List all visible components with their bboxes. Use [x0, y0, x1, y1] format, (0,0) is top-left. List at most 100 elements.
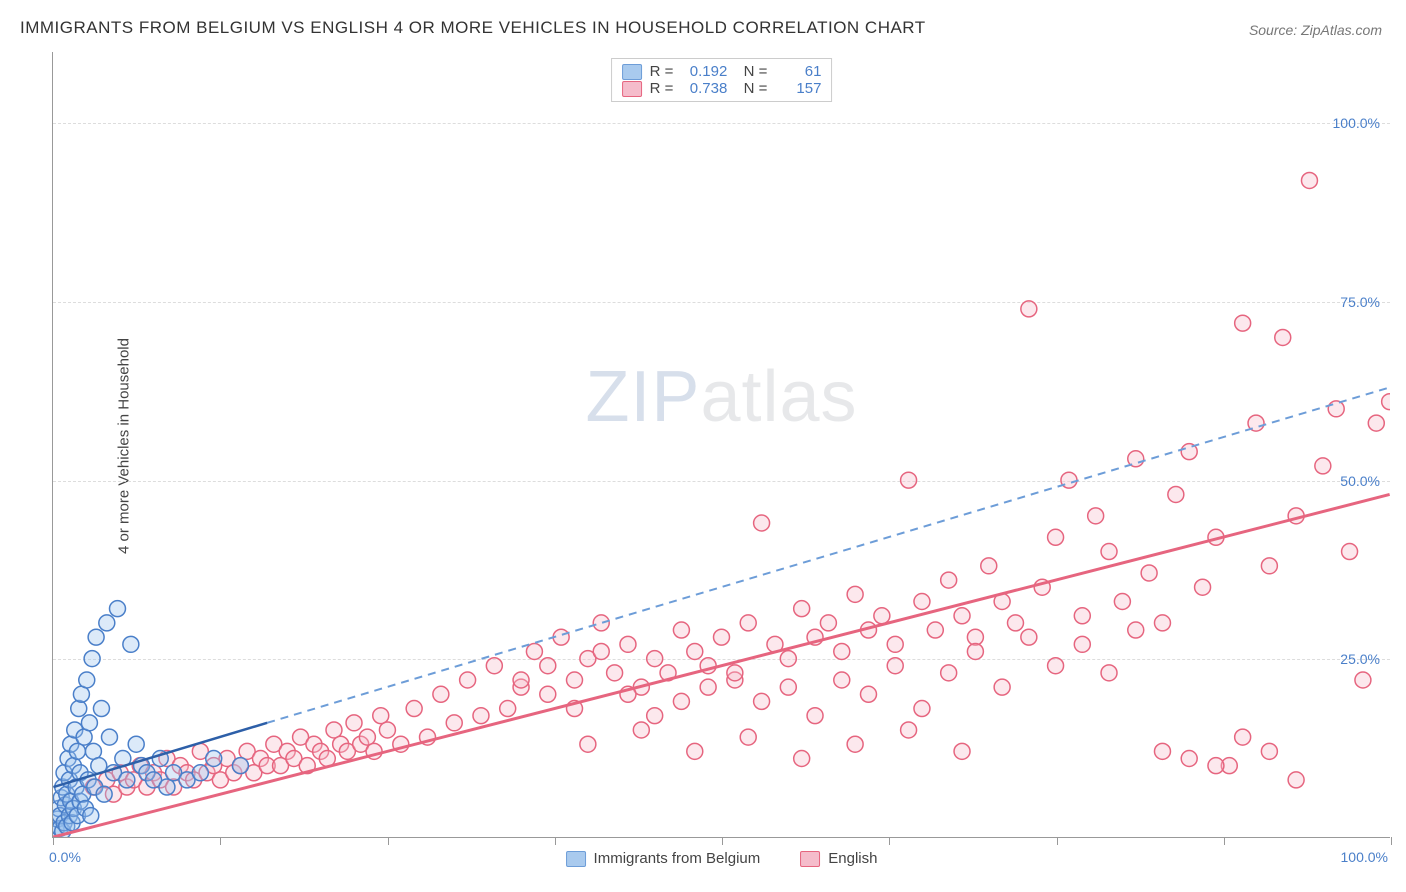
data-point — [1168, 486, 1184, 502]
data-point — [1275, 329, 1291, 345]
data-point — [159, 779, 175, 795]
data-point — [1382, 394, 1390, 410]
data-point — [954, 608, 970, 624]
data-point — [1301, 172, 1317, 188]
data-point — [128, 736, 144, 752]
data-point — [567, 672, 583, 688]
legend: Immigrants from Belgium English — [566, 850, 878, 867]
data-point — [359, 729, 375, 745]
data-point — [740, 729, 756, 745]
data-point — [1101, 544, 1117, 560]
data-point — [1195, 579, 1211, 595]
data-point — [406, 701, 422, 717]
data-point — [206, 751, 222, 767]
data-point — [1101, 665, 1117, 681]
x-tick — [53, 837, 54, 845]
data-point — [1141, 565, 1157, 581]
trend-line — [53, 494, 1389, 837]
chart-title: IMMIGRANTS FROM BELGIUM VS ENGLISH 4 OR … — [20, 18, 926, 38]
legend-label-belgium: Immigrants from Belgium — [594, 850, 761, 867]
stats-row-english: R =0.738 N =157 — [622, 80, 822, 97]
data-point — [526, 643, 542, 659]
data-point — [673, 622, 689, 638]
data-point — [123, 636, 139, 652]
data-point — [901, 722, 917, 738]
data-point — [914, 701, 930, 717]
swatch-english — [622, 81, 642, 97]
data-point — [580, 736, 596, 752]
data-point — [232, 758, 248, 774]
data-point — [927, 622, 943, 638]
x-axis-min-label: 0.0% — [49, 849, 81, 865]
data-point — [473, 708, 489, 724]
data-point — [500, 701, 516, 717]
source-citation: Source: ZipAtlas.com — [1249, 22, 1382, 38]
data-point — [1048, 658, 1064, 674]
data-point — [119, 772, 135, 788]
data-point — [607, 665, 623, 681]
data-point — [714, 629, 730, 645]
data-point — [901, 472, 917, 488]
data-point — [71, 701, 87, 717]
data-point — [1342, 544, 1358, 560]
data-point — [1261, 558, 1277, 574]
data-point — [620, 636, 636, 652]
data-point — [994, 679, 1010, 695]
data-point — [1074, 608, 1090, 624]
data-point — [834, 672, 850, 688]
data-point — [754, 515, 770, 531]
data-point — [1328, 401, 1344, 417]
data-point — [99, 615, 115, 631]
data-point — [967, 643, 983, 659]
data-point — [1368, 415, 1384, 431]
data-point — [847, 586, 863, 602]
data-point — [1114, 594, 1130, 610]
data-point — [794, 751, 810, 767]
data-point — [780, 651, 796, 667]
data-point — [486, 658, 502, 674]
stats-row-belgium: R =0.192 N =61 — [622, 63, 822, 80]
x-tick — [220, 837, 221, 845]
data-point — [633, 722, 649, 738]
data-point — [1154, 743, 1170, 759]
legend-swatch-english — [800, 851, 820, 867]
data-point — [687, 743, 703, 759]
x-tick — [889, 837, 890, 845]
data-point — [647, 708, 663, 724]
data-point — [914, 594, 930, 610]
data-point — [93, 701, 109, 717]
correlation-stats-box: R =0.192 N =61 R =0.738 N =157 — [611, 58, 833, 102]
legend-swatch-belgium — [566, 851, 586, 867]
data-point — [794, 601, 810, 617]
data-point — [1355, 672, 1371, 688]
trend-line-extrapolated — [267, 387, 1389, 722]
data-point — [887, 658, 903, 674]
plot-svg — [53, 52, 1390, 837]
data-point — [954, 743, 970, 759]
data-point — [861, 686, 877, 702]
data-point — [834, 643, 850, 659]
data-point — [101, 729, 117, 745]
data-point — [1021, 629, 1037, 645]
data-point — [1088, 508, 1104, 524]
legend-item-english: English — [800, 850, 877, 867]
data-point — [540, 686, 556, 702]
data-point — [446, 715, 462, 731]
data-point — [887, 636, 903, 652]
x-tick — [1391, 837, 1392, 845]
data-point — [326, 722, 342, 738]
data-point — [110, 601, 126, 617]
data-point — [1048, 529, 1064, 545]
data-point — [1181, 751, 1197, 767]
data-point — [379, 722, 395, 738]
data-point — [79, 672, 95, 688]
data-point — [1235, 729, 1251, 745]
data-point — [1261, 743, 1277, 759]
data-point — [593, 615, 609, 631]
data-point — [754, 693, 770, 709]
data-point — [513, 672, 529, 688]
swatch-belgium — [622, 64, 642, 80]
data-point — [460, 672, 476, 688]
data-point — [780, 679, 796, 695]
x-axis-max-label: 100.0% — [1341, 849, 1388, 865]
